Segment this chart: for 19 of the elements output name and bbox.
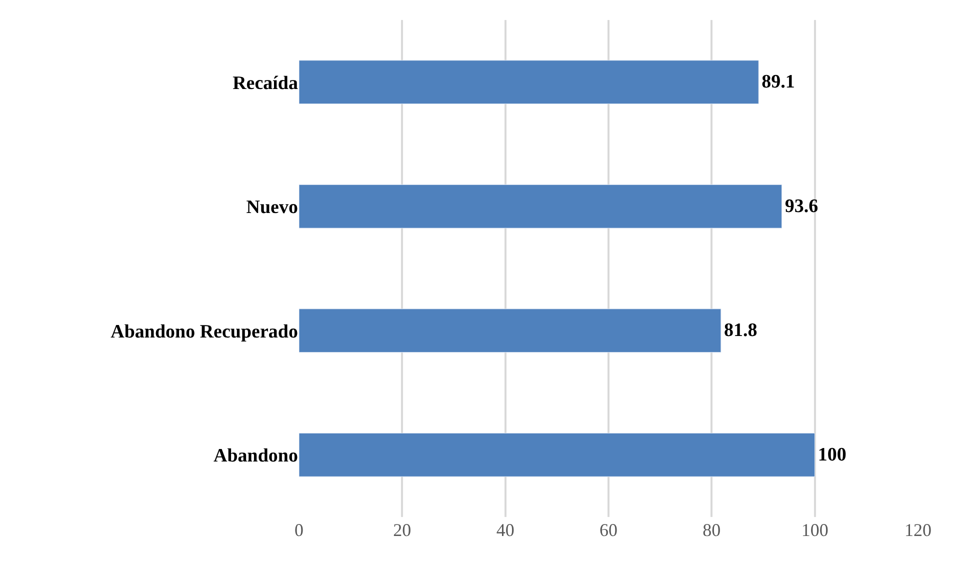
- x-tick-label: 20: [393, 520, 412, 540]
- data-label: 100: [818, 444, 846, 466]
- x-tick-label: 120: [904, 520, 932, 540]
- y-tick-label: Recaída: [232, 72, 298, 94]
- x-tick-label: 40: [496, 520, 514, 540]
- bar: [299, 432, 816, 477]
- y-tick-label: Abandono: [214, 446, 298, 467]
- bar: [299, 184, 782, 228]
- x-tick-label: 100: [801, 520, 828, 540]
- x-tick-label: 80: [702, 520, 721, 540]
- bar: [299, 308, 722, 353]
- data-label: 93.6: [784, 196, 818, 217]
- data-label: 81.8: [724, 320, 758, 342]
- bar: [299, 60, 759, 104]
- x-tick-label: 0: [294, 520, 304, 540]
- x-tick-label: 60: [600, 520, 618, 540]
- data-label: 89.1: [762, 72, 795, 93]
- y-tick-label: Nuevo: [246, 197, 298, 218]
- y-tick-label: Abandono Recuperado: [110, 321, 298, 342]
